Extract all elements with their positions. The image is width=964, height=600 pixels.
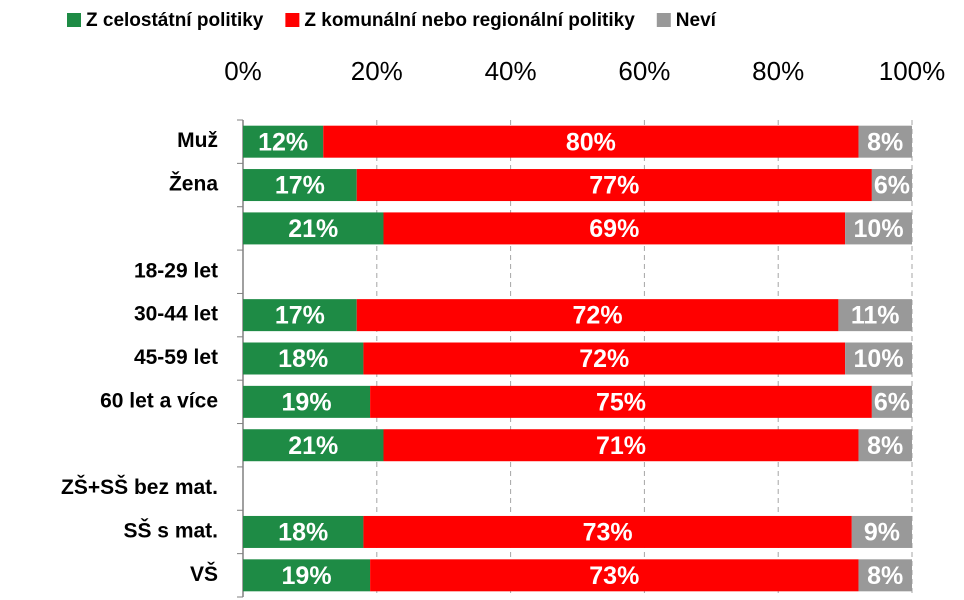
bar-segment <box>356 299 839 332</box>
category-label: ZŠ+SŠ bez mat. <box>61 475 218 499</box>
data-label: 10% <box>854 215 904 243</box>
legend-swatch <box>656 13 671 27</box>
x-tick-label: 80% <box>752 56 804 86</box>
bar-segment <box>838 299 912 332</box>
category-label: 18-29 let <box>134 259 218 282</box>
data-label: 10% <box>854 345 904 373</box>
bar-segment <box>243 429 384 462</box>
data-label: 21% <box>288 432 338 460</box>
data-label: 72% <box>573 302 623 330</box>
bar-segment <box>858 559 912 592</box>
category-label: 45-59 let <box>134 346 218 369</box>
bar-segment <box>243 125 324 158</box>
data-label: 6% <box>874 172 910 200</box>
bar-segment <box>363 342 846 375</box>
data-label: 19% <box>282 388 332 416</box>
data-label: 72% <box>579 345 629 373</box>
bar-segment <box>243 212 384 245</box>
bar-segment <box>243 515 364 548</box>
bar-segment <box>851 515 912 548</box>
data-label: 11% <box>851 302 900 330</box>
data-label: 17% <box>275 302 325 330</box>
legend-label: Z komunální nebo regionální politiky <box>304 10 635 31</box>
bar-segment <box>243 342 364 375</box>
category-label: Žena <box>169 172 218 196</box>
data-label: 8% <box>867 562 903 590</box>
data-label: 9% <box>864 519 900 547</box>
legend-swatch <box>67 13 81 27</box>
category-label: VŠ <box>190 562 218 586</box>
data-label: 80% <box>566 128 616 156</box>
data-label: 75% <box>596 388 646 416</box>
category-label: 30-44 let <box>134 303 218 326</box>
bar-segment <box>370 559 859 592</box>
data-label: 8% <box>867 128 903 156</box>
legend-swatch <box>285 13 300 27</box>
bar-segment <box>383 212 846 245</box>
data-label: 73% <box>583 519 633 547</box>
data-label: 6% <box>874 388 910 416</box>
bar-segment <box>323 125 859 158</box>
bar-segment <box>858 125 912 158</box>
data-label: 71% <box>596 432 646 460</box>
x-tick-label: 100% <box>879 56 946 86</box>
legend-label: Neví <box>676 10 717 31</box>
legend-label: Z celostátní politiky <box>86 10 264 31</box>
bar-segment <box>871 385 912 418</box>
data-label: 19% <box>282 562 332 590</box>
bar-segment <box>858 429 912 462</box>
bar-segment <box>243 299 357 332</box>
bar-segment <box>370 385 872 418</box>
bar-segment <box>243 559 371 592</box>
data-label: 18% <box>278 345 328 373</box>
data-label: 8% <box>867 432 903 460</box>
bar-segment <box>845 212 912 245</box>
x-tick-label: 60% <box>618 56 670 86</box>
data-label: 77% <box>589 172 639 200</box>
bar-segment <box>363 515 852 548</box>
data-label: 21% <box>288 215 338 243</box>
bar-segment <box>243 385 371 418</box>
bar-segment <box>356 169 872 202</box>
category-label: SŠ s mat. <box>123 519 218 543</box>
x-tick-label: 40% <box>485 56 537 86</box>
x-tick-label: 0% <box>224 56 262 86</box>
data-label: 12% <box>258 128 308 156</box>
bar-segment <box>871 169 912 202</box>
data-label: 69% <box>589 215 639 243</box>
category-label: Muž <box>177 129 218 152</box>
data-label: 73% <box>589 562 639 590</box>
x-tick-label: 20% <box>351 56 403 86</box>
category-label: 60 let a více <box>100 389 218 412</box>
data-label: 17% <box>275 172 325 200</box>
bar-segment <box>243 169 357 202</box>
data-label: 18% <box>278 519 328 547</box>
bar-segment <box>383 429 859 462</box>
bar-segment <box>845 342 912 375</box>
